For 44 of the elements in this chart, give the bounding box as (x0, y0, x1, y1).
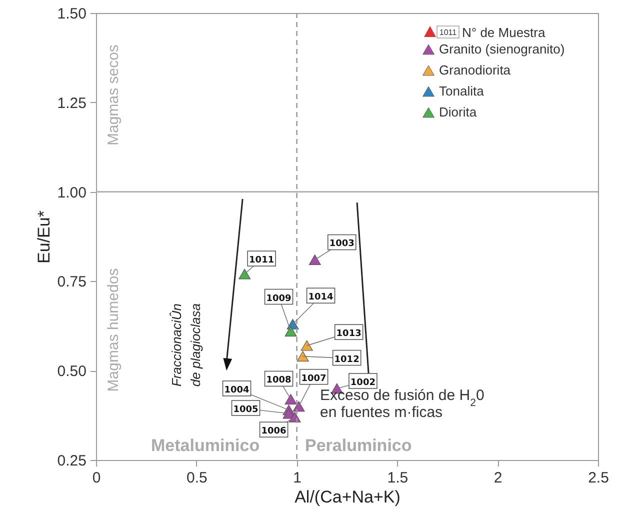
point (300, 340, 313, 351)
y-axis-title: Eu/Eu* (34, 210, 54, 264)
y-tick-label: 0.75 (57, 274, 86, 291)
annotation: Peraluminico (305, 436, 412, 455)
text: Exceso de fusión de H$_{2}$0 en fuentes m·ficas (320, 387, 484, 421)
annotation: 1009 (266, 294, 292, 304)
point (284, 326, 297, 336)
legend-label: Diorita (439, 104, 478, 120)
annotation: 1004 (224, 385, 250, 396)
annotation: 1013 (336, 329, 362, 340)
x-tick-label: 1.5 (387, 470, 408, 486)
annotation: 1011 (439, 28, 458, 37)
legend-label: Granito (sienogranito) (439, 42, 565, 56)
y-tick-label: 0.25 (57, 452, 86, 470)
x-tick-label: 2 (494, 470, 502, 486)
x-tick-label: 0 (92, 470, 101, 486)
y-tick-label: 1.00 (57, 184, 86, 202)
x-tick-label: 0.5 (186, 470, 208, 486)
annotation: 1002 (350, 378, 376, 388)
annotation: 1003 (329, 239, 354, 250)
point (284, 394, 297, 404)
point (296, 351, 309, 362)
x-tick-label: 1 (293, 470, 302, 486)
y-tick-label: 1.50 (57, 6, 86, 22)
annotation: Magmas secos (105, 44, 122, 146)
x-tick-label: 2.5 (588, 470, 609, 486)
annotation: FraccionaciÛn de plagioclasa (169, 303, 203, 387)
x-axis-title: Al/(Ca+Na+K) (294, 488, 400, 506)
annotation: 1011 (249, 256, 274, 266)
legend-label: Tonalita (439, 84, 485, 98)
y-tick-label: 0.50 (57, 363, 86, 380)
point (238, 268, 251, 280)
annotation: Magmas humedos (105, 268, 122, 392)
annotation: 1014 (308, 292, 334, 303)
point (308, 254, 321, 265)
annotation: 1008 (266, 376, 292, 386)
y-tick-label: 1.25 (57, 94, 86, 112)
annotation: Metaluminico (151, 436, 260, 455)
legend-label: Granodiorita (439, 62, 512, 78)
annotation: 1007 (301, 374, 326, 384)
annotation: N° de Muestra (462, 25, 546, 40)
annotation: 1012 (334, 354, 360, 365)
annotation: 1005 (233, 405, 258, 416)
annotation: 1006 (261, 426, 286, 437)
